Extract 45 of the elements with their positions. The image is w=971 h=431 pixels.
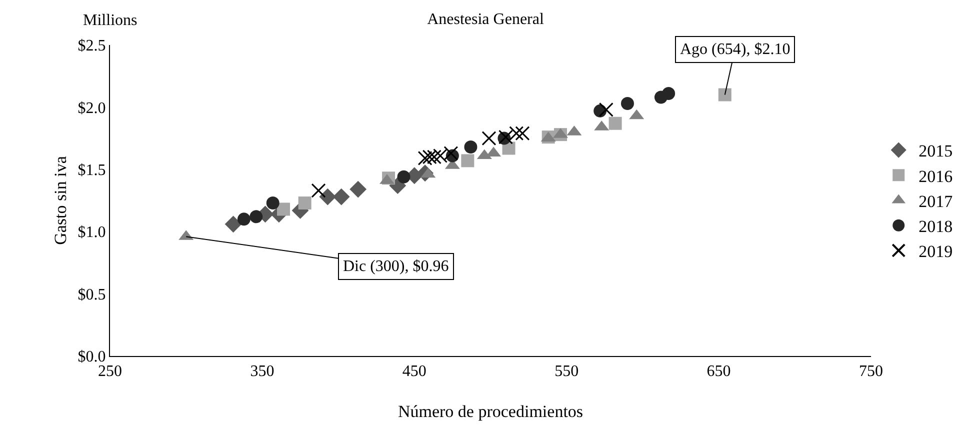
point [461, 154, 474, 168]
point [397, 170, 410, 184]
point [509, 126, 524, 141]
legend-label: 2016 [918, 166, 953, 186]
point [718, 88, 732, 102]
y-tick-label: $2.0 [78, 100, 106, 117]
y-tick-label: $0.5 [78, 286, 106, 304]
chart-title: Anestesia General [427, 11, 544, 28]
y-tick-label: $1.0 [78, 224, 106, 242]
legend-label: 2017 [918, 192, 954, 211]
point [319, 188, 336, 206]
x-tick-label: 250 [98, 363, 122, 380]
point [482, 131, 496, 146]
y-axis-title: Gasto sin iva [51, 156, 70, 245]
y-tick-label: $0.0 [78, 348, 106, 366]
y-tick-label: $1.5 [78, 162, 106, 179]
legend-label: 2015 [918, 142, 953, 161]
point [608, 116, 622, 130]
point [277, 202, 290, 216]
point [237, 212, 250, 226]
point [266, 196, 280, 210]
x-tick-label: 650 [706, 363, 731, 380]
x-tick-label: 750 [859, 363, 883, 380]
point [515, 126, 530, 141]
x-tick-label: 350 [250, 363, 274, 380]
point [298, 196, 312, 210]
point [620, 96, 634, 110]
point [224, 216, 242, 233]
point [350, 180, 367, 198]
point [426, 150, 442, 164]
point [464, 140, 478, 154]
annotation: Ago (654), $2.10 [680, 41, 790, 58]
legend-label: 2019 [918, 242, 953, 262]
text: Millions [83, 12, 138, 29]
point [598, 102, 614, 117]
x-tick-label: 450 [402, 363, 426, 380]
point [662, 87, 676, 100]
point [250, 210, 263, 224]
x-tick-label: 550 [554, 363, 579, 380]
annotation: Dic (300), $0.96 [343, 258, 449, 275]
legend-label: 2018 [918, 216, 953, 236]
point [311, 183, 326, 198]
point [332, 188, 350, 206]
x-axis-title: Número de procedimientos [398, 402, 584, 421]
y-tick-label: $2.5 [78, 38, 106, 55]
